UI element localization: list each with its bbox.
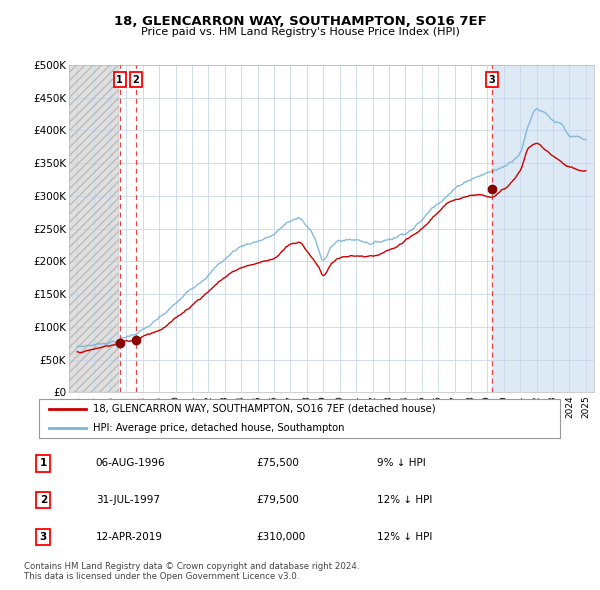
Text: £75,500: £75,500	[256, 458, 299, 468]
Text: 1: 1	[116, 75, 123, 84]
Text: 12% ↓ HPI: 12% ↓ HPI	[377, 495, 433, 505]
Text: 1: 1	[40, 458, 47, 468]
Text: 2: 2	[133, 75, 139, 84]
Text: 06-AUG-1996: 06-AUG-1996	[96, 458, 166, 468]
Text: 2: 2	[40, 495, 47, 505]
Text: 12% ↓ HPI: 12% ↓ HPI	[377, 532, 433, 542]
FancyBboxPatch shape	[38, 399, 560, 438]
Text: £79,500: £79,500	[256, 495, 299, 505]
Bar	[69, 65, 119, 392]
Text: HPI: Average price, detached house, Southampton: HPI: Average price, detached house, Sout…	[93, 423, 344, 433]
Text: £310,000: £310,000	[256, 532, 305, 542]
Text: 9% ↓ HPI: 9% ↓ HPI	[377, 458, 426, 468]
Text: 18, GLENCARRON WAY, SOUTHAMPTON, SO16 7EF (detached house): 18, GLENCARRON WAY, SOUTHAMPTON, SO16 7E…	[93, 404, 436, 414]
Text: Contains HM Land Registry data © Crown copyright and database right 2024.
This d: Contains HM Land Registry data © Crown c…	[24, 562, 359, 581]
Bar	[492, 65, 594, 392]
Text: 18, GLENCARRON WAY, SOUTHAMPTON, SO16 7EF: 18, GLENCARRON WAY, SOUTHAMPTON, SO16 7E…	[113, 15, 487, 28]
Text: Price paid vs. HM Land Registry's House Price Index (HPI): Price paid vs. HM Land Registry's House …	[140, 27, 460, 37]
Text: 3: 3	[488, 75, 496, 84]
Bar	[69, 65, 119, 392]
Text: 12-APR-2019: 12-APR-2019	[96, 532, 163, 542]
Text: 3: 3	[40, 532, 47, 542]
Text: 31-JUL-1997: 31-JUL-1997	[96, 495, 160, 505]
